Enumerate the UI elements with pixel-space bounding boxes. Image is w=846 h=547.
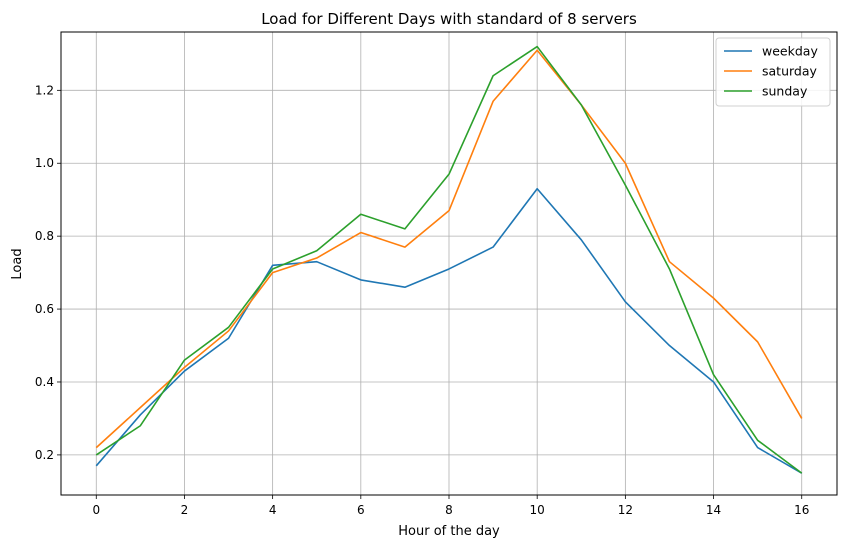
x-tick-label: 10: [530, 503, 545, 517]
y-axis-label: Load: [10, 248, 25, 279]
y-tick-label: 1.2: [35, 83, 54, 97]
series-line-weekday: [95, 187, 803, 474]
x-tick-label: 8: [445, 503, 453, 517]
y-tick-label: 0.2: [35, 448, 54, 462]
x-tick-label: 0: [92, 503, 100, 517]
x-tick-label: 4: [269, 503, 277, 517]
legend-label-sunday: sunday: [762, 84, 808, 99]
series-lines: [95, 45, 803, 474]
x-axis-label: Hour of the day: [398, 524, 500, 539]
x-tick-label: 14: [706, 503, 721, 517]
grid-lines: [61, 32, 837, 495]
x-tick-label: 2: [181, 503, 189, 517]
series-line-sunday: [95, 45, 803, 474]
x-tick-label: 6: [357, 503, 365, 517]
legend-label-weekday: weekday: [762, 44, 818, 59]
legend: weekday saturday sunday: [715, 37, 831, 107]
series-line-saturday: [95, 49, 803, 449]
y-tick-label: 0.4: [35, 375, 54, 389]
y-tick-label: 0.6: [35, 302, 54, 316]
y-axis-ticks: 0.2 0.4 0.6 0.8 1.0 1.2: [35, 83, 61, 462]
legend-box: [715, 37, 831, 107]
x-tick-label: 12: [618, 503, 633, 517]
chart-title: Load for Different Days with standard of…: [261, 10, 637, 28]
legend-label-saturday: saturday: [762, 64, 818, 79]
x-tick-label: 16: [794, 503, 809, 517]
y-tick-label: 0.8: [35, 229, 54, 243]
y-tick-label: 1.0: [35, 156, 54, 170]
x-axis-ticks: 0 2 4 6 8 10 12 14 16: [92, 495, 809, 517]
